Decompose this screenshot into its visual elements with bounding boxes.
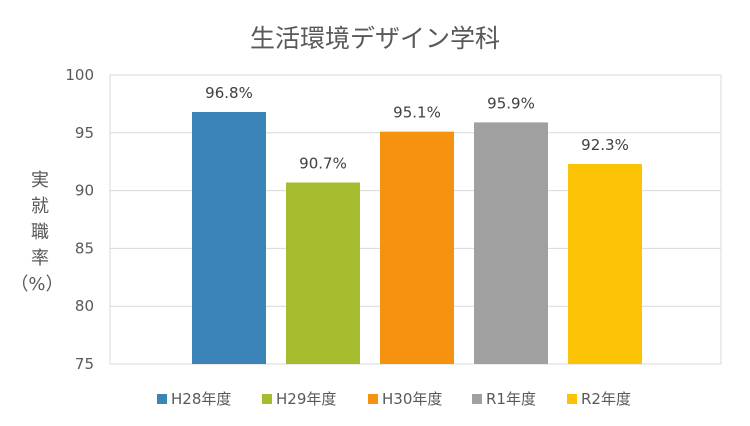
y-axis-label-part: 職 bbox=[31, 222, 49, 243]
data-labels: 96.8% 90.7% 95.1% 95.9% 92.3% bbox=[205, 84, 629, 173]
y-axis-ticks: 75 80 85 90 95 100 bbox=[65, 66, 94, 373]
bar-H29年度 bbox=[286, 182, 360, 364]
y-tick-label: 85 bbox=[75, 239, 94, 257]
legend-label: H30年度 bbox=[382, 390, 442, 408]
y-tick-label: 75 bbox=[75, 355, 94, 373]
legend-label: H29年度 bbox=[276, 390, 336, 408]
bar-R1年度 bbox=[474, 122, 548, 364]
legend-label: R1年度 bbox=[486, 390, 536, 408]
data-label: 95.9% bbox=[487, 94, 535, 112]
bar-H28年度 bbox=[192, 111, 266, 364]
bars bbox=[192, 111, 642, 364]
legend-swatch bbox=[567, 394, 577, 404]
y-tick-label: 90 bbox=[75, 182, 94, 200]
y-axis-label-part: 実 bbox=[31, 170, 49, 191]
legend: H28年度 H29年度 H30年度 R1年度 R2年度 bbox=[157, 390, 631, 408]
legend-label: H28年度 bbox=[171, 390, 231, 408]
y-axis-label-part: 率 bbox=[31, 248, 49, 269]
y-tick-label: 95 bbox=[75, 124, 94, 142]
data-label: 95.1% bbox=[393, 104, 441, 122]
y-axis-label-part: 就 bbox=[31, 196, 49, 217]
chart-title: 生活環境デザイン学科 bbox=[250, 24, 500, 53]
bar-R2年度 bbox=[568, 164, 642, 364]
legend-swatch bbox=[262, 394, 272, 404]
data-label: 92.3% bbox=[581, 136, 629, 154]
bar-H30年度 bbox=[380, 131, 454, 364]
data-label: 96.8% bbox=[205, 84, 253, 102]
legend-label: R2年度 bbox=[581, 390, 631, 408]
legend-swatch bbox=[472, 394, 482, 404]
data-label: 90.7% bbox=[299, 155, 347, 173]
y-axis-label-part: （%） bbox=[10, 274, 63, 295]
legend-swatch bbox=[157, 394, 167, 404]
y-tick-label: 100 bbox=[65, 66, 94, 84]
y-tick-label: 80 bbox=[75, 297, 94, 315]
legend-swatch bbox=[368, 394, 378, 404]
